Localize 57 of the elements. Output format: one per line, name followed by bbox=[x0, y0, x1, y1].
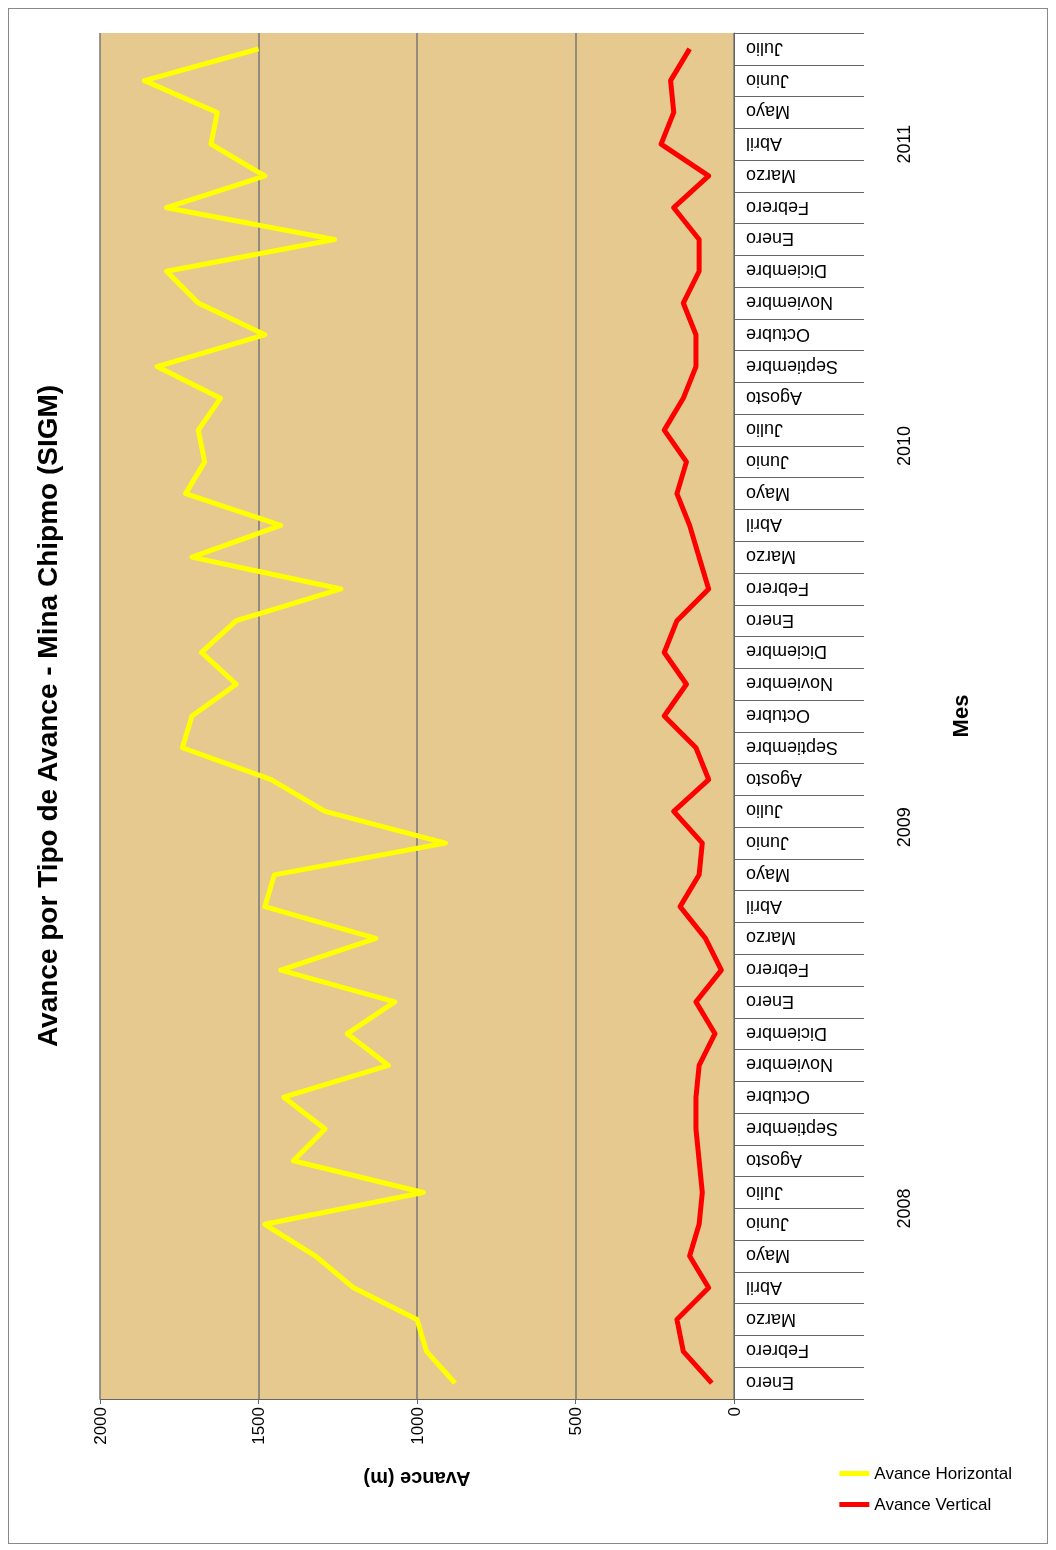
text: 2008 bbox=[894, 1188, 914, 1229]
x-tick-label: 1000 bbox=[407, 1407, 427, 1445]
text: 2010 bbox=[894, 425, 914, 466]
y-tick-label: Mayo bbox=[746, 1246, 791, 1267]
text: 2009 bbox=[894, 807, 914, 848]
y-tick-label: Octubre bbox=[746, 1087, 811, 1108]
y-tick-label: Septiembre bbox=[746, 1118, 839, 1139]
y-tick-label: Noviembre bbox=[746, 1055, 834, 1076]
y-tick-label: Mayo bbox=[746, 483, 791, 504]
legend-label: Avance Horizontal bbox=[874, 1464, 1012, 1483]
y-tick-label: Diciembre bbox=[746, 261, 828, 282]
y-tick-label: Enero bbox=[746, 1373, 795, 1394]
y-tick-label: Abril bbox=[746, 1277, 783, 1298]
y-tick-label: Noviembre bbox=[746, 293, 834, 314]
y-tick-label: Noviembre bbox=[746, 674, 834, 695]
y-tick-label: Enero bbox=[746, 610, 795, 631]
y-tick-label: Septiembre bbox=[746, 737, 839, 758]
y-tick-label: Abril bbox=[746, 515, 783, 536]
y-axis-title: Mes bbox=[947, 694, 973, 738]
y-tick-label: Abril bbox=[746, 134, 783, 155]
y-tick-label: Junio bbox=[746, 70, 790, 91]
y-tick-label: Junio bbox=[746, 833, 790, 854]
y-tick-label: Julio bbox=[746, 38, 784, 59]
y-tick-label: Enero bbox=[746, 229, 795, 250]
x-tick-label: 500 bbox=[566, 1407, 585, 1436]
y-tick-label: Abril bbox=[746, 896, 783, 917]
y-tick-label: Agosto bbox=[746, 388, 803, 409]
y-tick-label: Febrero bbox=[746, 1341, 810, 1362]
y-tick-label: Diciembre bbox=[746, 1023, 828, 1044]
text: 2011 bbox=[894, 124, 914, 164]
y-tick-label: Febrero bbox=[746, 578, 810, 599]
y-tick-label: Marzo bbox=[746, 165, 797, 186]
y-tick-label: Agosto bbox=[746, 769, 803, 790]
y-tick-label: Junio bbox=[746, 451, 790, 472]
y-tick-label: Julio bbox=[746, 801, 784, 822]
y-tick-label: Marzo bbox=[746, 1309, 797, 1330]
y-tick-label: Diciembre bbox=[746, 642, 828, 663]
y-tick-label: Marzo bbox=[746, 928, 797, 949]
y-tick-label: Marzo bbox=[746, 547, 797, 568]
x-tick-label: 1500 bbox=[249, 1407, 268, 1445]
y-tick-label: Octubre bbox=[746, 324, 811, 345]
y-tick-label: Agosto bbox=[746, 1150, 803, 1171]
legend-label: Avance Vertical bbox=[874, 1495, 992, 1514]
text: Avance por Tipo de Avance - Mina Chipmo (SIGM) bbox=[31, 384, 63, 1048]
y-tick-label: Mayo bbox=[746, 102, 791, 123]
y-tick-label: Mayo bbox=[746, 864, 791, 885]
y-tick-label: Febrero bbox=[746, 197, 810, 218]
y-tick-label: Octubre bbox=[746, 706, 811, 726]
x-tick-label: 0 bbox=[724, 1407, 744, 1417]
y-tick-label: Julio bbox=[746, 1182, 784, 1203]
y-tick-label: Julio bbox=[746, 420, 784, 441]
x-axis-title: Avance (m) bbox=[363, 1468, 471, 1490]
y-tick-label: Enero bbox=[746, 991, 795, 1012]
y-tick-label: Febrero bbox=[746, 960, 810, 981]
y-tick-label: Septiembre bbox=[746, 356, 839, 377]
y-tick-label: Junio bbox=[746, 1214, 790, 1235]
x-tick-label: 2000 bbox=[90, 1407, 110, 1445]
